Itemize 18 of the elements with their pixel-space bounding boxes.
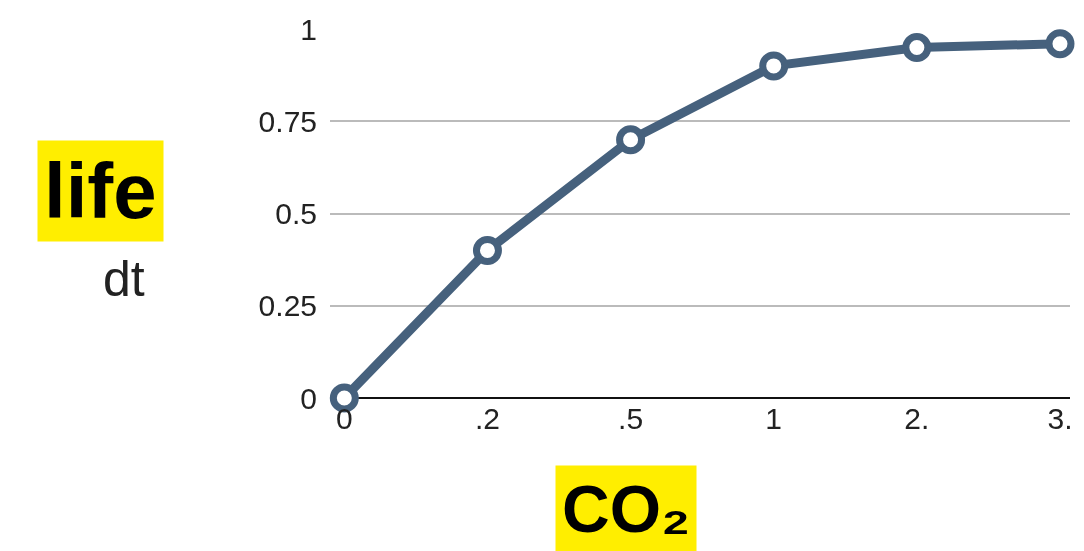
x-tick-label: .5	[618, 402, 644, 435]
x-tick-label: .2	[474, 402, 500, 435]
point	[1045, 29, 1075, 59]
y-tick-label: 0.75	[258, 104, 317, 138]
y-tick-label: 1	[300, 12, 317, 46]
y-axis-title: life	[44, 147, 157, 235]
x-tick-label: 3.	[1047, 402, 1073, 435]
point	[472, 235, 502, 265]
x-axis-title: CO₂	[562, 472, 691, 546]
x-tick-label: 1	[765, 402, 783, 435]
point	[616, 125, 646, 155]
text: dt	[103, 251, 145, 307]
y-tick-label: 0.25	[258, 289, 317, 323]
x-tick-label: 2.	[904, 402, 930, 435]
x-tick-label: 0	[335, 402, 353, 435]
y-tick-label: 0.5	[275, 197, 317, 230]
point	[759, 51, 789, 81]
point	[902, 32, 932, 62]
